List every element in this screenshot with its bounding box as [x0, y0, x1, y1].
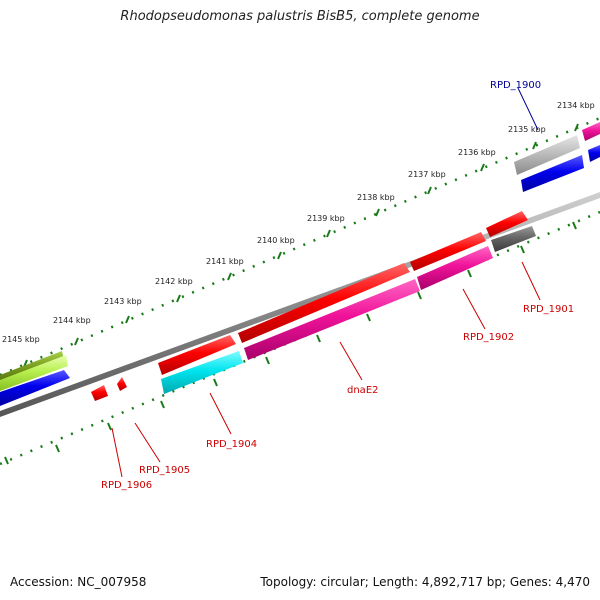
gene-feature-blue-right[interactable]: [521, 155, 584, 192]
callout-rpd1905: [134, 422, 161, 463]
gene-label-rpd1905[interactable]: RPD_1905: [139, 465, 190, 476]
gene-feature-blue-edge[interactable]: [588, 145, 600, 162]
callout-rpd1901: [521, 261, 541, 301]
gene-label-rpd1901[interactable]: RPD_1901: [523, 304, 574, 315]
tick-label-2139: 2139 kbp: [307, 214, 345, 223]
callout-rpd1904: [209, 392, 232, 435]
tick-label-2143: 2143 kbp: [104, 297, 142, 306]
gene-feature-rpd1904-cyan[interactable]: [161, 351, 243, 394]
gene-feature-rpd1900-pink[interactable]: [582, 122, 600, 141]
topology-label: Topology: circular; Length: 4,892,717 bp…: [260, 575, 590, 589]
tick-label-2138: 2138 kbp: [357, 193, 395, 202]
tick-label-2144: 2144 kbp: [53, 316, 91, 325]
callout-rpd1902: [462, 288, 486, 330]
inner-major-ticks: [4, 221, 577, 465]
gene-feature-rpd1901-red[interactable]: [486, 211, 528, 237]
tick-label-2137: 2137 kbp: [408, 170, 446, 179]
tick-label-2141: 2141 kbp: [206, 257, 244, 266]
gene-feature-rpd1906[interactable]: [91, 385, 108, 401]
tick-label-2145: 2145 kbp: [2, 335, 40, 344]
gene-feature-dnae2-red[interactable]: [238, 263, 410, 343]
gene-feature-red-mid[interactable]: [410, 232, 486, 271]
tick-label-2136: 2136 kbp: [458, 148, 496, 157]
tick-label-2142: 2142 kbp: [155, 277, 193, 286]
gene-label-rpd1904[interactable]: RPD_1904: [206, 439, 257, 450]
gene-label-dnae2[interactable]: dnaE2: [347, 385, 379, 396]
tick-label-2134: 2134 kbp: [557, 101, 595, 110]
callout-rpd1900: [517, 87, 539, 131]
gene-feature-grey[interactable]: [514, 135, 580, 175]
tick-label-2135: 2135 kbp: [508, 125, 546, 134]
gene-feature-rpd1901-dark[interactable]: [491, 226, 536, 252]
callout-dnae2: [339, 341, 363, 381]
gene-feature-lime[interactable]: [0, 355, 68, 391]
gene-feature-blue-left[interactable]: [0, 370, 70, 406]
callout-rpd1906: [111, 427, 123, 478]
gene-feature-dnae2-pink[interactable]: [244, 279, 420, 360]
gene-label-rpd1902[interactable]: RPD_1902: [463, 332, 514, 343]
map-title: Rhodopseudomonas palustris BisB5, comple…: [120, 9, 480, 24]
gene-feature-rpd1902-pink[interactable]: [417, 246, 493, 290]
gene-feature-rpd1905[interactable]: [117, 377, 127, 391]
gene-feature-rpd1904-red[interactable]: [158, 335, 236, 375]
tick-label-2140: 2140 kbp: [257, 236, 295, 245]
gene-label-rpd1906[interactable]: RPD_1906: [101, 480, 152, 491]
gene-label-rpd1900[interactable]: RPD_1900: [490, 80, 541, 91]
accession-label: Accession: NC_007958: [10, 575, 147, 589]
